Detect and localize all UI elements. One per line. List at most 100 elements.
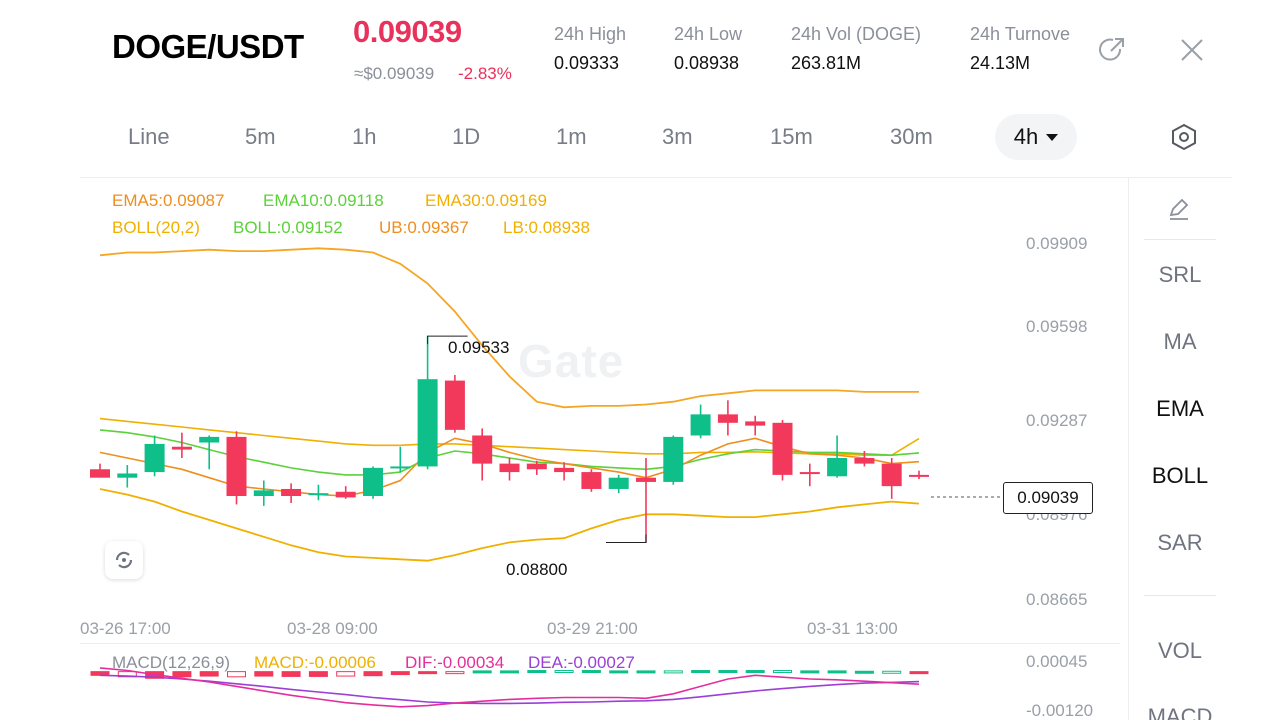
sidebar-item-srl[interactable]: SRL — [1158, 262, 1202, 287]
tab-line[interactable]: Line — [128, 124, 170, 149]
candlestick-chart[interactable] — [0, 0, 1128, 720]
candle-body — [499, 463, 520, 473]
candle-body — [717, 414, 738, 423]
macd-bar — [745, 670, 765, 674]
tab-3m[interactable]: 3m — [662, 124, 693, 149]
candle-body — [799, 472, 820, 475]
tab-4h-label: 4h — [1013, 124, 1039, 149]
macd-bar — [199, 671, 219, 677]
macd-bar — [609, 670, 629, 674]
refresh-icon — [115, 551, 133, 569]
macd-bar — [472, 670, 492, 674]
tab-5m[interactable]: 5m — [245, 124, 276, 149]
x-tick: 03-31 13:00 — [807, 619, 898, 638]
y-tick: 0.08665 — [1026, 590, 1088, 609]
macd-legend-title: MACD(12,26,9) — [112, 653, 231, 672]
sidebar-item-sar[interactable]: SAR — [1157, 530, 1203, 555]
candle-body — [117, 473, 138, 478]
last-price: 0.09039 — [353, 14, 462, 49]
macd-bar — [390, 671, 410, 676]
x-tick: 03-26 17:00 — [80, 619, 171, 638]
candle-body — [144, 443, 165, 473]
sidebar-item-ma[interactable]: MA — [1163, 329, 1197, 354]
indicator-sidebar — [1128, 178, 1233, 720]
boll-upper-line — [99, 247, 919, 409]
tab-15m[interactable]: 15m — [770, 124, 813, 149]
legend-boll-mid: BOLL:0.09152 — [233, 218, 343, 237]
legend-boll-ub: UB:0.09367 — [379, 218, 469, 237]
macd-bar — [418, 671, 438, 675]
sidebar-divider — [1144, 239, 1216, 240]
macd-legend-value: MACD:-0.00006 — [254, 653, 376, 672]
candle-body — [854, 458, 875, 464]
sidebar-item-ema[interactable]: EMA — [1156, 396, 1204, 421]
chevron-down-icon — [1046, 133, 1059, 141]
legend-boll-lb: LB:0.08938 — [503, 218, 590, 237]
candle-body — [909, 474, 929, 477]
macd-bar — [691, 670, 711, 674]
share-icon[interactable] — [1097, 35, 1127, 65]
sidebar-item-boll[interactable]: BOLL — [1151, 463, 1209, 488]
candle-body — [663, 436, 684, 482]
legend-ema30: EMA30:0.09169 — [425, 191, 547, 210]
candle-body — [199, 436, 220, 443]
sidebar-item-vol[interactable]: VOL — [1157, 638, 1203, 663]
candle-body — [581, 472, 602, 489]
candle-body — [90, 469, 110, 478]
tab-4h-dropdown[interactable]: 4h — [995, 114, 1077, 160]
candle-body — [253, 490, 274, 496]
low-price-label: 0.08800 — [506, 560, 568, 579]
stat-label-low: 24h Low — [674, 24, 743, 44]
macd-y-tick: -0.00120 — [1026, 701, 1094, 720]
sidebar-item-macd[interactable]: MACD — [1147, 704, 1213, 720]
candle-body — [472, 435, 493, 464]
legend-ema10: EMA10:0.09118 — [263, 191, 384, 210]
boll-lower-line — [99, 488, 920, 562]
macd-bar — [718, 670, 738, 674]
candle-body — [526, 463, 547, 470]
candle-body — [554, 467, 575, 473]
stat-label-high: 24h High — [554, 24, 627, 44]
tab-1h[interactable]: 1h — [352, 124, 377, 149]
macd-bar — [663, 670, 683, 674]
tab-30m[interactable]: 30m — [890, 124, 933, 149]
gate-watermark: Gate — [518, 334, 624, 388]
candle-body — [390, 466, 411, 469]
price-change: -2.83% — [458, 64, 512, 83]
macd-bar — [445, 671, 465, 675]
divider — [80, 177, 1232, 178]
candle-body — [226, 436, 247, 496]
tab-1m[interactable]: 1m — [556, 124, 587, 149]
candle-body — [881, 463, 902, 487]
macd-bar — [554, 670, 574, 674]
macd-bar — [500, 670, 519, 674]
macd-bar — [854, 670, 874, 674]
high-leader-line — [427, 335, 468, 345]
candle-body — [772, 422, 793, 475]
stat-value-turnover: 24.13M — [970, 53, 1031, 73]
divider — [80, 643, 1120, 644]
candle-body — [171, 446, 192, 450]
stat-label-turnover: 24h Turnove — [970, 24, 1071, 44]
stat-value-low: 0.08938 — [674, 53, 740, 73]
candle-body — [745, 421, 766, 426]
high-price-label: 0.09533 — [448, 338, 510, 357]
stat-value-high: 0.09333 — [554, 53, 620, 73]
tab-1d[interactable]: 1D — [452, 124, 481, 149]
candle-body — [690, 414, 711, 436]
macd-bar — [336, 671, 356, 677]
approx-usd-price: ≈$0.09039 — [354, 64, 435, 83]
macd-bar — [581, 670, 601, 674]
pencil-icon[interactable] — [1166, 196, 1192, 222]
y-tick: 0.09598 — [1026, 317, 1088, 336]
x-tick: 03-29 21:00 — [547, 619, 638, 638]
macd-bar — [527, 670, 547, 674]
reset-view-button[interactable] — [105, 541, 143, 579]
low-leader-line — [606, 534, 647, 543]
hexagon-settings-icon[interactable] — [1169, 122, 1199, 152]
candle-body — [363, 467, 383, 496]
current-price-label: 0.09039 — [1003, 482, 1093, 514]
close-icon[interactable] — [1178, 36, 1206, 64]
macd-bar — [800, 670, 820, 674]
macd-bar — [172, 671, 192, 678]
